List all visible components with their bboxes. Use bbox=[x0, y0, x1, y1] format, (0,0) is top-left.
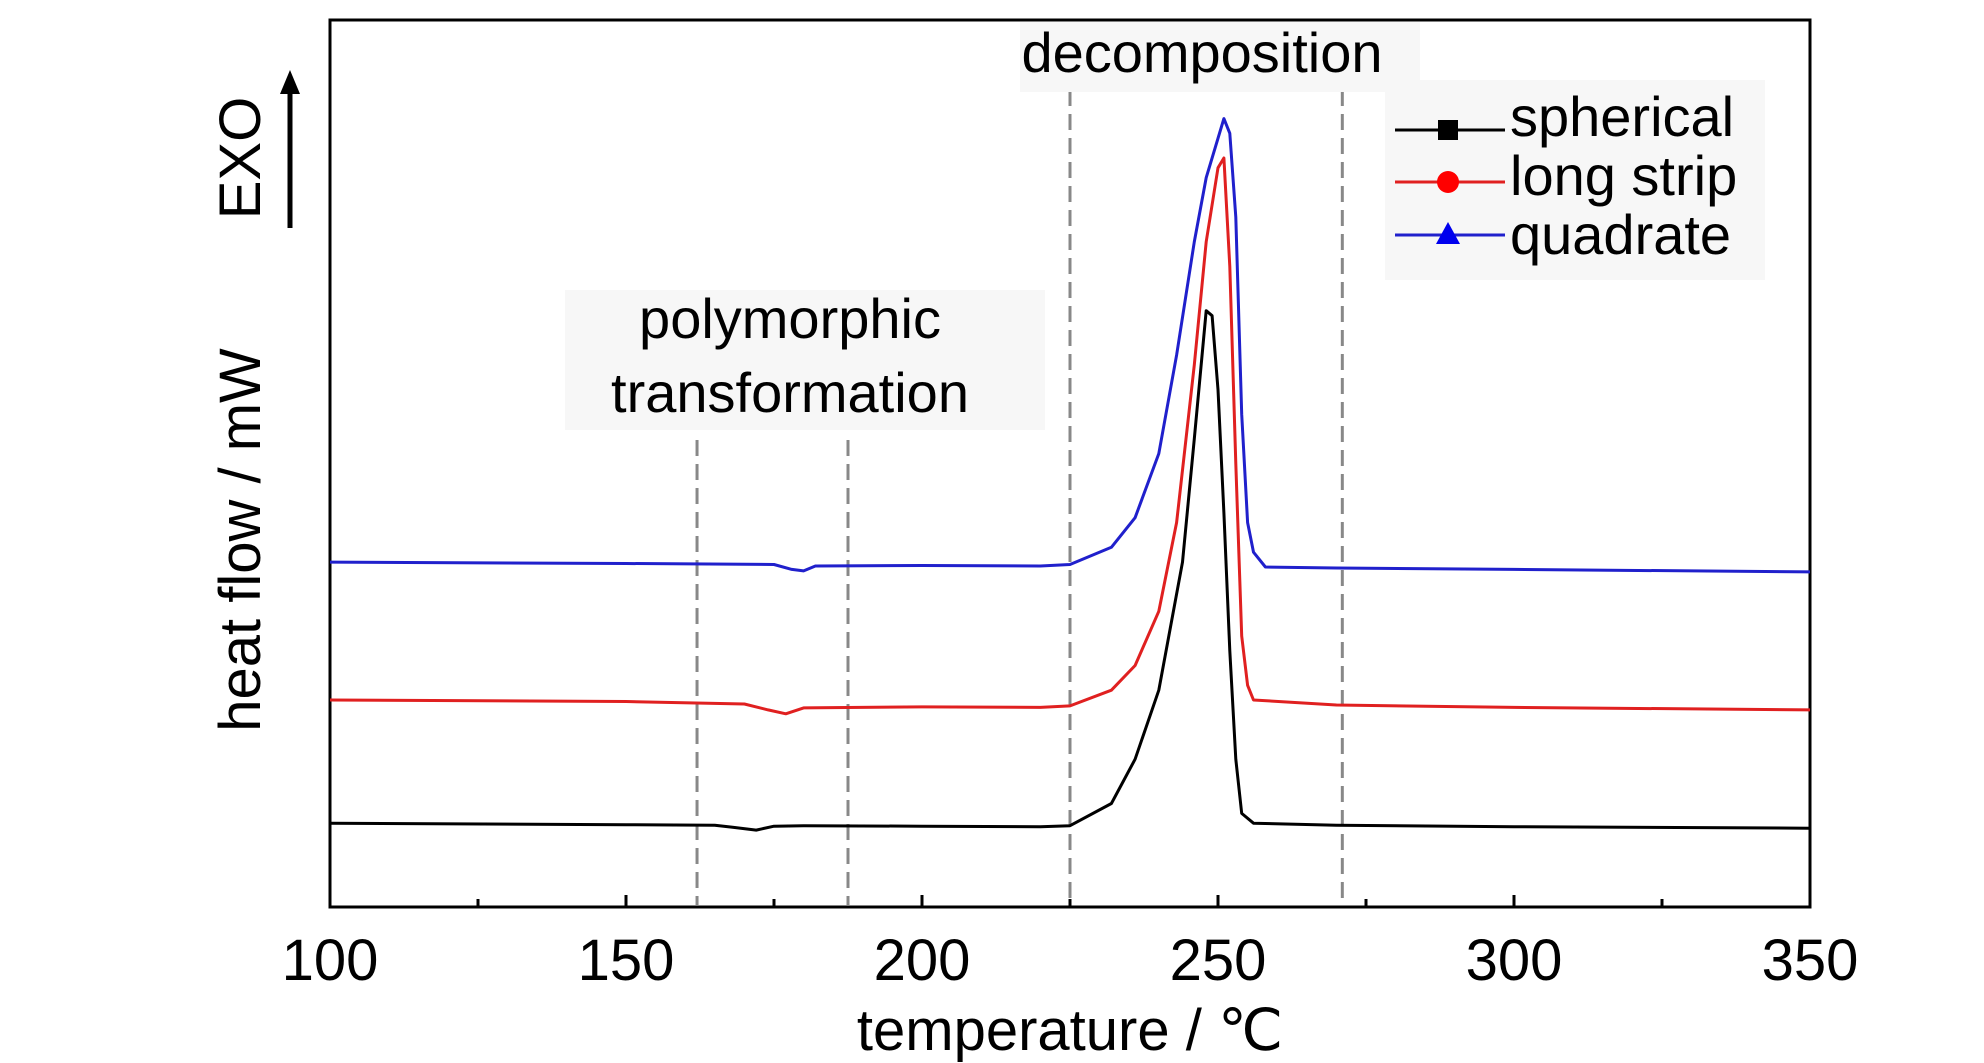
triangle-marker-icon bbox=[1436, 222, 1460, 244]
series-line-quadrate bbox=[329, 117, 1811, 574]
x-tick-label: 150 bbox=[578, 928, 675, 993]
legend-item-long-strip: long strip bbox=[1395, 144, 1737, 207]
polymorphic-label-background bbox=[565, 290, 1045, 430]
series-line-spherical bbox=[329, 309, 1811, 832]
annotation-dashed-lines bbox=[695, 90, 1344, 905]
x-tick-label: 350 bbox=[1762, 928, 1859, 993]
annotation-decomposition: decomposition bbox=[1021, 21, 1382, 84]
legend-item-quadrate: quadrate bbox=[1395, 203, 1731, 266]
x-tick-label: 250 bbox=[1170, 928, 1267, 993]
exo-indicator: EXO bbox=[208, 70, 300, 228]
legend: spherical long strip quadrate bbox=[1385, 80, 1765, 280]
series-line-long-strip bbox=[329, 156, 1811, 716]
series-lines bbox=[329, 117, 1811, 832]
square-marker-icon bbox=[1438, 120, 1458, 140]
legend-label-spherical: spherical bbox=[1510, 85, 1734, 148]
annotation-polymorphic-line2: transformation bbox=[611, 361, 969, 424]
exo-arrowhead-icon bbox=[280, 70, 300, 94]
x-tick-label: 300 bbox=[1466, 928, 1563, 993]
x-axis-ticks: 100 150 200 250 300 350 bbox=[282, 895, 1859, 993]
exo-label: EXO bbox=[208, 97, 273, 220]
circle-marker-icon bbox=[1437, 171, 1459, 193]
x-axis-title: temperature / ℃ bbox=[857, 998, 1283, 1063]
x-tick-label: 200 bbox=[874, 928, 971, 993]
y-axis-title: heat flow / mW bbox=[208, 348, 273, 732]
x-tick-label: 100 bbox=[282, 928, 379, 993]
annotation-polymorphic-line1: polymorphic bbox=[639, 287, 941, 350]
legend-label-quadrate: quadrate bbox=[1510, 203, 1731, 266]
decomposition-label-background bbox=[1020, 22, 1420, 92]
legend-label-long-strip: long strip bbox=[1510, 144, 1737, 207]
legend-item-spherical: spherical bbox=[1395, 85, 1734, 148]
